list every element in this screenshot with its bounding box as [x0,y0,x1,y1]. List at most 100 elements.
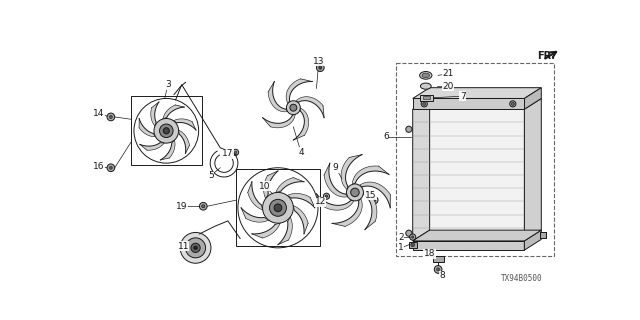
Bar [420,95,433,101]
Circle shape [186,238,205,258]
Circle shape [319,66,322,69]
Polygon shape [252,223,280,238]
Circle shape [274,204,282,212]
Polygon shape [179,130,189,154]
Polygon shape [139,119,156,137]
Circle shape [436,268,440,271]
Circle shape [269,199,287,216]
Circle shape [372,198,376,202]
Circle shape [406,126,412,132]
Bar [540,232,546,238]
Ellipse shape [420,71,432,79]
Text: 2: 2 [398,233,404,242]
Polygon shape [413,99,524,109]
Circle shape [107,113,115,121]
Text: 10: 10 [259,182,271,191]
Polygon shape [413,88,541,99]
Polygon shape [293,206,308,234]
Polygon shape [413,99,429,241]
Circle shape [234,151,237,154]
Text: 4: 4 [298,148,304,157]
Polygon shape [241,208,269,222]
Polygon shape [324,163,348,197]
Circle shape [351,188,359,196]
Circle shape [202,205,205,208]
Circle shape [421,101,428,107]
Circle shape [287,101,300,115]
Bar [409,242,417,248]
Text: 20: 20 [442,82,454,91]
Polygon shape [341,155,362,189]
Ellipse shape [422,73,429,78]
Circle shape [200,203,207,210]
Circle shape [191,243,200,252]
Circle shape [262,192,293,223]
Bar [413,109,524,241]
Polygon shape [278,217,292,244]
Polygon shape [262,114,295,128]
Bar [540,232,546,238]
Polygon shape [332,198,362,226]
Polygon shape [364,192,377,229]
Bar [396,63,554,256]
Text: 21: 21 [442,69,454,78]
Ellipse shape [420,83,431,89]
Circle shape [346,184,364,201]
Text: 7: 7 [460,92,466,101]
Circle shape [316,64,324,71]
Circle shape [159,124,173,138]
Polygon shape [248,182,262,210]
Polygon shape [161,140,175,160]
Text: FR.: FR. [538,51,556,61]
Bar [236,169,319,246]
Polygon shape [151,102,159,126]
Circle shape [371,196,378,204]
Bar [422,96,431,99]
Circle shape [422,102,426,105]
Polygon shape [268,82,287,112]
Text: 13: 13 [313,57,324,66]
Polygon shape [276,178,304,193]
Polygon shape [413,241,524,250]
Polygon shape [287,194,315,208]
Polygon shape [140,143,164,150]
Text: 9: 9 [333,163,339,172]
Polygon shape [413,230,541,241]
Text: 12: 12 [315,197,326,206]
Circle shape [410,234,416,240]
Circle shape [325,195,328,197]
Polygon shape [163,105,184,119]
Circle shape [406,230,412,236]
Circle shape [412,236,414,238]
Polygon shape [173,119,196,130]
Polygon shape [524,99,541,241]
Text: 19: 19 [176,202,188,211]
Polygon shape [286,79,312,103]
Circle shape [107,164,115,172]
FancyArrowPatch shape [545,52,556,59]
Text: 18: 18 [424,250,435,259]
Text: 14: 14 [93,108,104,117]
Polygon shape [264,171,278,198]
Bar [131,96,202,165]
Circle shape [323,193,330,199]
Circle shape [511,102,515,105]
Text: 17: 17 [222,149,234,158]
Polygon shape [524,230,541,250]
Circle shape [163,128,170,134]
Text: 5: 5 [208,171,214,180]
Circle shape [154,118,179,143]
Circle shape [411,243,415,247]
Bar [433,256,444,262]
Polygon shape [296,97,324,118]
Circle shape [435,266,442,273]
Polygon shape [524,88,541,109]
Circle shape [194,246,198,250]
Circle shape [109,116,113,118]
Circle shape [232,149,239,156]
Circle shape [509,101,516,107]
Text: 11: 11 [177,242,189,251]
Circle shape [109,166,113,169]
Circle shape [290,104,297,111]
Text: 3: 3 [165,80,171,89]
